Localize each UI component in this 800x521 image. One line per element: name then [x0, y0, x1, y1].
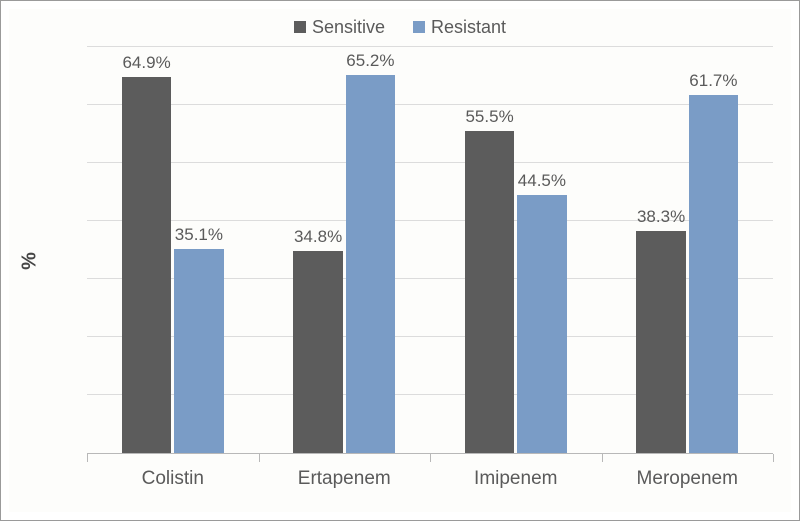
category-label: Meropenem	[637, 468, 738, 490]
x-tick	[259, 454, 260, 462]
chart-frame: Sensitive Resistant % 64.9%35.1%34.8%65.…	[0, 0, 800, 521]
legend: Sensitive Resistant	[9, 11, 791, 43]
bars-layer: 64.9%35.1%34.8%65.2%55.5%44.5%38.3%61.7%	[87, 47, 773, 453]
legend-item-sensitive: Sensitive	[294, 17, 385, 38]
bar-value-label: 44.5%	[518, 171, 566, 191]
bar-value-label: 64.9%	[122, 53, 170, 73]
legend-label-resistant: Resistant	[431, 17, 506, 38]
legend-swatch-sensitive	[294, 21, 306, 33]
bar: 38.3%	[636, 231, 686, 453]
bar-value-label: 65.2%	[346, 51, 394, 71]
bar: 65.2%	[346, 75, 396, 453]
bar-value-label: 34.8%	[294, 227, 342, 247]
legend-label-sensitive: Sensitive	[312, 17, 385, 38]
category-label: Ertapenem	[298, 468, 391, 490]
plot-area: 64.9%35.1%34.8%65.2%55.5%44.5%38.3%61.7%	[87, 47, 773, 454]
bar: 34.8%	[293, 251, 343, 453]
bar-value-label: 55.5%	[465, 107, 513, 127]
x-tick	[773, 454, 774, 462]
x-tick	[430, 454, 431, 462]
bar: 44.5%	[517, 195, 567, 453]
category-label: Colistin	[142, 468, 204, 490]
legend-item-resistant: Resistant	[413, 17, 506, 38]
bar: 35.1%	[174, 249, 224, 453]
x-tick	[602, 454, 603, 462]
x-tick	[87, 454, 88, 462]
bar-value-label: 61.7%	[689, 71, 737, 91]
x-axis: Colistin Ertapenem Imipenem Meropenem	[87, 454, 773, 512]
legend-swatch-resistant	[413, 21, 425, 33]
bar: 61.7%	[689, 95, 739, 453]
bar-value-label: 35.1%	[175, 225, 223, 245]
chart-container: Sensitive Resistant % 64.9%35.1%34.8%65.…	[9, 9, 791, 512]
category-label: Imipenem	[474, 468, 557, 490]
bar-value-label: 38.3%	[637, 207, 685, 227]
bar: 64.9%	[122, 77, 172, 453]
y-axis-label: %	[18, 252, 41, 270]
bar: 55.5%	[465, 131, 515, 453]
